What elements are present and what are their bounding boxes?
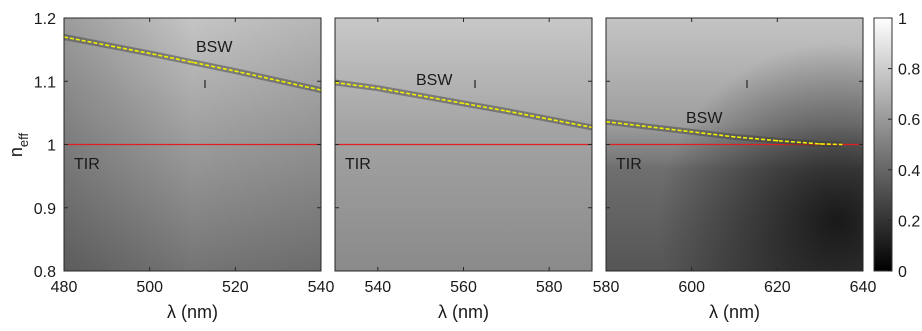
bsw-point (105, 44, 108, 47)
bsw-point (234, 70, 237, 73)
bsw-point (690, 130, 693, 133)
bsw-point (505, 110, 508, 112)
bsw-label: BSW (416, 72, 453, 89)
bsw-point (462, 102, 465, 105)
colorbar-tick-label: 0.8 (898, 62, 920, 79)
colorbar (873, 17, 893, 272)
bsw-label: BSW (196, 39, 233, 56)
y-tick-label: 1.1 (34, 74, 56, 91)
panel-3-artifact (746, 80, 748, 88)
bsw-point (376, 87, 379, 90)
x-tick-label: 500 (136, 279, 163, 296)
y-axis-title-main: n (6, 147, 26, 157)
bsw-point (819, 142, 822, 145)
colorbar-gradient (873, 17, 893, 272)
panel-2-artifact (474, 80, 476, 88)
bsw-point (548, 118, 551, 121)
colorbar-tick-label: 0.6 (898, 112, 920, 129)
x-tick-label: 480 (51, 279, 78, 296)
y-tick-label: 0.9 (34, 201, 56, 218)
x-tick-label: 620 (764, 279, 791, 296)
colorbar-tick-label: 1 (898, 11, 907, 28)
bsw-point (840, 143, 843, 146)
y-axis-title-sub: eff (16, 132, 31, 147)
panel-1-artifact (204, 80, 206, 88)
x-tick-label: 520 (222, 279, 249, 296)
bsw-point (647, 125, 650, 128)
x-tick-label: 580 (593, 279, 620, 296)
x-tick-label: 640 (850, 279, 877, 296)
panel-2-overlay: BSW TIR 540 560 580 λ (nm) (334, 17, 593, 322)
bsw-point (191, 61, 194, 64)
x-tick-label: 540 (364, 279, 391, 296)
bsw-point (419, 94, 422, 97)
y-axis-title: neff (6, 132, 31, 157)
panel-1-overlay: BSW TIR 480 500 520 540 λ (nm) (51, 17, 335, 322)
tir-label: TIR (74, 156, 100, 173)
x-axis-title: λ (nm) (167, 302, 218, 322)
tir-label: TIR (616, 156, 642, 173)
colorbar-tick-label: 0 (898, 264, 907, 281)
x-tick-label: 540 (308, 279, 335, 296)
y-tick-label: 0.8 (34, 264, 56, 281)
x-tick-label: 600 (678, 279, 705, 296)
y-tick-label: 1 (47, 138, 56, 155)
tir-label: TIR (345, 156, 371, 173)
bsw-point (148, 52, 151, 55)
bsw-point (733, 136, 736, 138)
bsw-label: BSW (686, 110, 723, 127)
x-axis-title: λ (nm) (709, 302, 760, 322)
x-tick-label: 580 (536, 279, 563, 296)
x-axis-title: λ (nm) (438, 302, 489, 322)
colorbar-tick-label: 0.2 (898, 213, 920, 230)
bsw-point (776, 139, 779, 142)
colorbar-tick-label: 0.4 (898, 163, 920, 180)
x-tick-label: 560 (450, 279, 477, 296)
panel-3-overlay: BSW TIR 580 600 620 640 λ (nm) (593, 17, 877, 322)
bsw-point (277, 79, 280, 82)
y-tick-label: 1.2 (34, 11, 56, 28)
